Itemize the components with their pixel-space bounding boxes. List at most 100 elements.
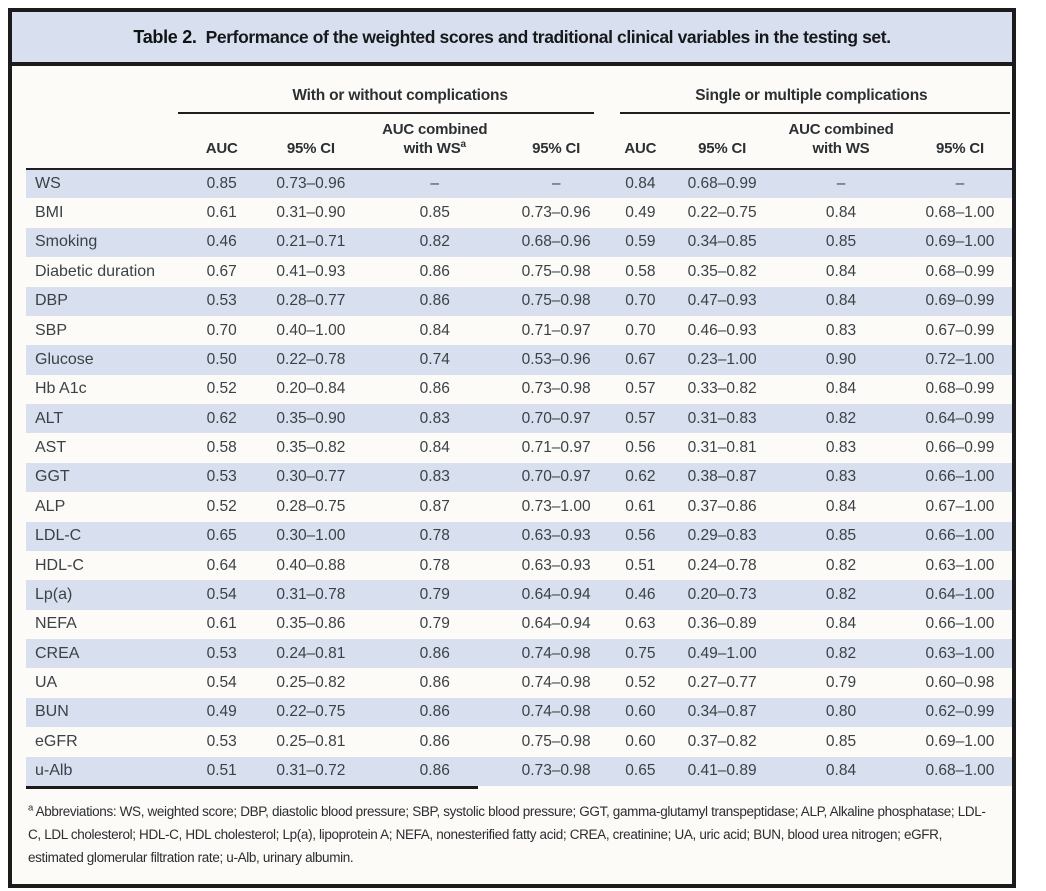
table-row: WS 0.85 0.73–0.96 – – 0.84 0.68–0.99 – – [26,169,1012,199]
cell-value: 0.23–1.00 [687,350,757,368]
table-row: NEFA 0.61 0.35–0.86 0.79 0.64–0.94 0.63 0.36–0… [26,609,1012,639]
col-header-auc-combined-2: AUC combined with WS [774,114,908,170]
cell-value: 0.27–0.77 [687,674,757,692]
cell-value: 0.87 [419,497,450,515]
row-label: WS [35,175,61,193]
cell-value: 0.29–0.83 [687,527,757,545]
cell-value: 0.50 [206,350,237,368]
cell-value: 0.66–1.00 [925,468,995,486]
cell-value: 0.63–0.93 [521,527,591,545]
cell-value: 0.75–0.98 [521,292,591,310]
cell-value: 0.74 [419,350,450,368]
table-row: Smoking 0.46 0.21–0.71 0.82 0.68–0.96 0.59 0.3… [26,227,1012,258]
row-label: eGFR [35,732,78,750]
cell-value: 0.70 [206,321,237,339]
cell-value: 0.66–1.00 [925,615,995,633]
cell-value: 0.31–0.72 [276,762,346,780]
cell-value: 0.49–1.00 [687,644,757,662]
cell-value: 0.21–0.71 [276,233,346,251]
table-row: BMI 0.61 0.31–0.90 0.85 0.73–0.96 0.49 0.22–0.… [26,198,1012,228]
cell-value: 0.71–0.97 [521,321,591,339]
cell-value: 0.62–0.99 [925,703,995,721]
footnote-text: Abbreviations: WS, weighted score; DBP, … [28,803,986,866]
row-label: AST [35,439,67,457]
cell-value: 0.61 [625,497,656,515]
row-label: SBP [35,321,68,339]
cell-value: 0.41–0.93 [276,262,346,280]
cell-value: 0.73–0.98 [521,380,591,398]
cell-value: 0.86 [419,644,450,662]
cell-value: 0.59 [625,233,656,251]
cell-value: 0.24–0.78 [687,556,757,574]
cell-value: – [430,175,440,193]
table-row: BUN 0.49 0.22–0.75 0.86 0.74–0.98 0.60 0.34–0.… [26,697,1012,728]
table-row: Hb A1c 0.52 0.20–0.84 0.86 0.73–0.98 0.57 0.33… [26,374,1012,404]
cell-value: 0.49 [206,703,237,721]
table-row: eGFR 0.53 0.25–0.81 0.86 0.75–0.98 0.60 0.37–0… [26,727,1012,757]
cell-value: 0.78 [419,556,450,574]
cell-value: 0.74–0.98 [521,674,591,692]
cell-value: 0.22–0.75 [276,703,346,721]
cell-value: 0.35–0.86 [276,615,346,633]
cell-value: 0.86 [419,380,450,398]
cell-value: 0.51 [206,762,237,780]
cell-value: 0.70–0.97 [521,468,591,486]
cell-value: 0.52 [206,497,237,515]
row-label: ALT [35,409,64,427]
cell-value: 0.78 [419,527,450,545]
cell-value: 0.85 [825,732,857,750]
cell-value: 0.82 [419,233,450,251]
cell-value: 0.40–1.00 [276,321,346,339]
cell-value: 0.36–0.89 [687,615,757,633]
cell-value: 0.72–1.00 [925,350,995,368]
row-label: Diabetic duration [35,262,156,280]
cell-value: 0.69–0.99 [925,292,995,310]
cell-value: 0.41–0.89 [687,762,757,780]
cell-value: 0.51 [625,556,656,574]
cell-value: 0.37–0.82 [687,732,757,750]
cell-value: 0.35–0.82 [687,262,757,280]
table-row: ALT 0.62 0.35–0.90 0.83 0.70–0.97 0.57 0.31–0.… [26,404,1012,434]
cell-value: 0.85 [206,175,237,193]
cell-value: 0.74–0.98 [521,703,591,721]
cell-value: 0.61 [206,615,237,633]
table-row: u-Alb 0.51 0.31–0.72 0.86 0.73–0.98 0.65 0.41–… [26,756,1012,786]
cell-value: 0.20–0.84 [276,380,346,398]
cell-value: 0.65 [206,527,237,545]
cell-value: 0.84 [825,292,857,310]
group-header-row: With or without complications Single or … [26,66,1012,170]
cell-value: 0.35–0.82 [276,439,346,457]
cell-value: 0.68–0.96 [521,233,591,251]
cell-value: 0.75 [625,644,656,662]
cell-value: 0.64–0.94 [521,615,591,633]
cell-value: 0.53–0.96 [521,350,591,368]
cell-value: 0.67 [625,350,656,368]
cell-value: 0.46 [206,233,237,251]
cell-value: 0.34–0.87 [687,703,757,721]
cell-value: 0.56 [625,527,656,545]
cell-value: 0.28–0.77 [276,292,346,310]
cell-value: 0.68–0.99 [925,262,995,280]
cell-value: 0.53 [206,468,237,486]
cell-value: 0.58 [625,262,656,280]
cell-value: 0.54 [206,674,237,692]
footnote-marker: a [28,802,33,814]
cell-value: 0.70 [625,321,656,339]
row-label: CREA [35,644,80,662]
cell-value: 0.83 [825,439,857,457]
col-header-ci-1: 95% CI [253,114,368,170]
cell-value: 0.82 [825,644,857,662]
cell-value: 0.54 [206,585,237,603]
cell-value: 0.66–0.99 [925,439,995,457]
table-number: Table 2. [133,26,197,47]
cell-value: – [955,175,965,193]
row-label: BUN [35,703,69,721]
row-label: u-Alb [35,762,73,780]
row-label: BMI [35,204,64,222]
col-header-ci-3: 95% CI [670,114,775,170]
cell-value: 0.35–0.90 [276,409,346,427]
cell-value: 0.73–1.00 [521,497,591,515]
row-label: Hb A1c [35,380,87,398]
cell-value: 0.82 [825,585,857,603]
cell-value: 0.73–0.98 [521,762,591,780]
